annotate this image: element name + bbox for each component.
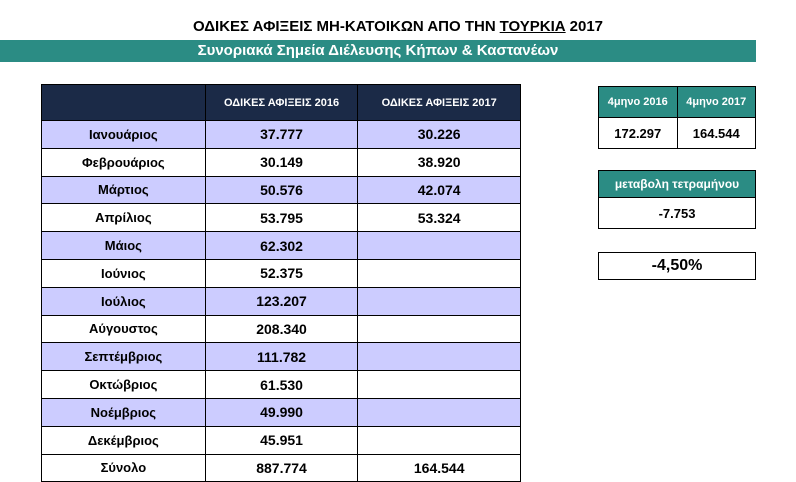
header-cell: ΟΔΙΚΕΣ ΑΦΙΞΕΙΣ 2017 (357, 84, 521, 121)
month-cell: Ιούλιος (41, 286, 206, 316)
value-cell: 52.375 (204, 258, 359, 288)
header-cell: 4μηνο 2016 (598, 86, 678, 118)
month-cell: Φεβρουάριος (41, 147, 206, 177)
month-cell: Οκτώβριος (41, 370, 206, 399)
value-cell: 172.297 (598, 117, 678, 149)
table-row: Ιούλιος 123.207 (41, 286, 521, 316)
table-row: Αύγουστος 208.340 (41, 314, 521, 344)
title-part: ΟΔΙΚΕΣ ΑΦΙΞΕΙΣ ΜΗ-ΚΑΤΟΙΚΩΝ ΑΠΟ ΤΗΝ (192, 18, 496, 35)
subtitle: Συνοριακά Σημεία Διέλευσης Κήπων & Καστα… (0, 40, 756, 62)
table-row: Νοέμβριος 49.990 (41, 397, 521, 427)
table-row: Οκτώβριος 61.530 (41, 370, 521, 399)
value-cell: 49.990 (204, 397, 359, 427)
title: ΟΔΙΚΕΣ ΑΦΙΞΕΙΣ ΜΗ-ΚΑΤΟΙΚΩΝ ΑΠΟ ΤΗΝ ΤΟΥΡΚΙ… (0, 18, 796, 35)
value-cell: 123.207 (204, 286, 359, 316)
value-cell: 53.324 (357, 203, 521, 233)
value-cell (357, 231, 521, 260)
title-part: 2017 (569, 18, 604, 35)
value-cell: -7.753 (598, 197, 756, 229)
value-cell (357, 425, 521, 455)
month-cell: Ιανουάριος (41, 120, 206, 149)
month-cell: Αύγουστος (41, 314, 206, 344)
value-cell: 30.226 (357, 120, 521, 149)
table-row: Μάιος 62.302 (41, 231, 521, 260)
value-cell: 61.530 (204, 370, 359, 399)
value-cell: 887.774 (204, 453, 359, 482)
table-row: Ιανουάριος 37.777 30.226 (41, 120, 521, 149)
page: ΟΔΙΚΕΣ ΑΦΙΞΕΙΣ ΜΗ-ΚΑΤΟΙΚΩΝ ΑΠΟ ΤΗΝ ΤΟΥΡΚΙ… (0, 18, 796, 482)
month-cell: Μάιος (41, 231, 206, 260)
value-cell (357, 397, 521, 427)
header-cell: μεταβολη τετραμήνου (598, 170, 756, 198)
title-part: ΤΟΥΡΚΙΑ (499, 18, 566, 35)
value-cell (357, 314, 521, 344)
value-cell: 208.340 (204, 314, 359, 344)
table-row: Σεπτέμβριος 111.782 (41, 342, 521, 372)
value-cell: 38.920 (357, 147, 521, 177)
value-cell: 37.777 (204, 120, 359, 149)
arrivals-table: ΟΔΙΚΕΣ ΑΦΙΞΕΙΣ 2016 ΟΔΙΚΕΣ ΑΦΙΞΕΙΣ 2017 Ι… (41, 84, 521, 482)
value-cell (357, 258, 521, 288)
table-row: Ιούνιος 52.375 (41, 258, 521, 288)
value-cell (357, 342, 521, 372)
month-cell: Σεπτέμβριος (41, 342, 206, 372)
month-cell: Ιούνιος (41, 258, 206, 288)
month-cell: Νοέμβριος (41, 397, 206, 427)
value-cell: 111.782 (204, 342, 359, 372)
change-table: μεταβολη τετραμήνου -7.753 (598, 170, 756, 229)
month-cell: Δεκέμβριος (41, 425, 206, 455)
value-cell (357, 370, 521, 399)
table-row: Δεκέμβριος 45.951 (41, 425, 521, 455)
four-month-table: 4μηνο 2016 4μηνο 2017 172.297 164.544 (598, 86, 756, 149)
header-cell: ΟΔΙΚΕΣ ΑΦΙΞΕΙΣ 2016 (204, 84, 359, 121)
table-row: Μάρτιος 50.576 42.074 (41, 175, 521, 205)
table-row: Σύνολο 887.774 164.544 (41, 453, 521, 482)
value-cell: 50.576 (204, 175, 359, 205)
header-cell (41, 84, 206, 121)
table-row: Απρίλιος 53.795 53.324 (41, 203, 521, 233)
table-row: Φεβρουάριος 30.149 38.920 (41, 147, 521, 177)
value-cell: 42.074 (357, 175, 521, 205)
value-cell: 164.544 (357, 453, 521, 482)
change-percent: -4,50% (598, 252, 756, 280)
value-cell: 45.951 (204, 425, 359, 455)
value-cell: 30.149 (204, 147, 359, 177)
value-cell: 62.302 (204, 231, 359, 260)
header-cell: 4μηνο 2017 (676, 86, 756, 118)
value-cell (357, 286, 521, 316)
month-cell: Μάρτιος (41, 175, 206, 205)
value-cell: 164.544 (676, 117, 756, 149)
month-cell: Σύνολο (41, 453, 206, 482)
value-cell: 53.795 (204, 203, 359, 233)
month-cell: Απρίλιος (41, 203, 206, 233)
